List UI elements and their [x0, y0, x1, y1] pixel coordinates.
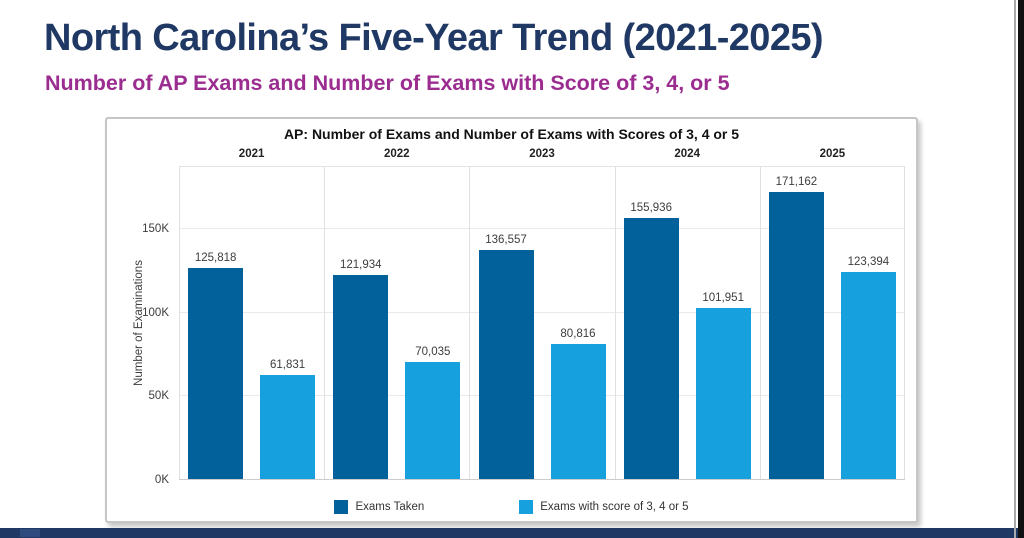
slide-title: North Carolina’s Five-Year Trend (2021-2…: [44, 17, 824, 59]
y-tick-100K: 100K: [142, 306, 169, 319]
year-label-2021: 2021: [238, 148, 265, 160]
y-axis-ticks: 0K 50K 100K 150K: [107, 166, 171, 486]
window-edge-strip: [1018, 0, 1024, 538]
bar-exams-with-score-of-3-4-or-5-2021: [260, 375, 316, 479]
gridline-100K: [179, 311, 905, 313]
bar-exams-taken-2021: [188, 268, 244, 479]
window-edge-line: [1014, 0, 1016, 538]
year-label-2023: 2023: [529, 148, 555, 160]
bar-exams-taken-2022: [333, 274, 389, 479]
bar-exams-with-score-of-3-4-or-5-2023: [550, 343, 606, 479]
bar-exams-taken-2025: [768, 192, 824, 479]
footer-bar: [0, 528, 1024, 538]
legend-item-exams-with-score-of-3-4-or-5: Exams with score of 3, 4 or 5: [519, 500, 689, 514]
legend-label: Exams with score of 3, 4 or 5: [540, 501, 689, 513]
group-separator: [614, 167, 616, 480]
group-separator: [179, 167, 180, 480]
gridline-50K: [179, 395, 905, 397]
chart-title: AP: Number of Exams and Number of Exams …: [283, 126, 740, 142]
bar-value-exams-taken-2023: 136,557: [485, 234, 527, 247]
year-label-2022: 2022: [383, 148, 410, 160]
slide-subtitle: Number of AP Exams and Number of Exams w…: [45, 71, 730, 95]
bar-exams-with-score-of-3-4-or-5-2024: [695, 308, 751, 479]
group-separator: [904, 167, 905, 480]
y-tick-50K: 50K: [148, 390, 169, 403]
bar-value-exams-with-score-of-3-4-or-5-2023: 80,816: [560, 327, 596, 340]
group-separator: [324, 167, 326, 480]
gridline-150K: [179, 227, 905, 229]
bar-exams-taken-2023: [478, 250, 534, 479]
bar-value-exams-taken-2022: 121,934: [340, 258, 382, 271]
chart-panel: AP: Number of Exams and Number of Exams …: [105, 117, 918, 523]
x-axis-line: [179, 479, 905, 480]
bar-value-exams-with-score-of-3-4-or-5-2025: 123,394: [847, 256, 890, 269]
bar-exams-taken-2024: [623, 217, 679, 479]
bar-value-exams-with-score-of-3-4-or-5-2022: 70,035: [415, 345, 451, 358]
legend-item-exams-taken: Exams Taken: [334, 500, 424, 514]
legend-swatch-exams-with-score-of-3-4-or-5: [519, 500, 534, 514]
bar-exams-with-score-of-3-4-or-5-2025: [840, 272, 896, 479]
footer-logo-mark: [20, 529, 40, 537]
bar-value-exams-taken-2021: 125,818: [194, 252, 237, 265]
bar-value-exams-with-score-of-3-4-or-5-2024: 101,951: [702, 292, 744, 305]
year-label-2025: 2025: [819, 148, 846, 160]
x-axis-year-labels: 2021 2022 2023 2024 2025: [179, 148, 905, 164]
plot-area: 125,818 121,934 136,557 155,936 171,162 61,83…: [179, 166, 905, 480]
y-tick-150K: 150K: [142, 222, 169, 235]
bar-value-exams-with-score-of-3-4-or-5-2021: 61,831: [270, 359, 306, 372]
bar-exams-with-score-of-3-4-or-5-2022: [405, 361, 461, 479]
group-separator: [469, 167, 471, 480]
legend-swatch-exams-taken: [334, 500, 349, 514]
y-tick-0K: 0K: [154, 474, 169, 486]
group-separator: [759, 167, 761, 480]
bar-value-exams-taken-2025: 171,162: [775, 176, 818, 189]
bar-value-exams-taken-2024: 155,936: [630, 201, 672, 214]
legend: Exams Taken Exams with score of 3, 4 or 5: [107, 500, 916, 514]
year-label-2024: 2024: [674, 148, 700, 160]
legend-label: Exams Taken: [355, 501, 425, 513]
